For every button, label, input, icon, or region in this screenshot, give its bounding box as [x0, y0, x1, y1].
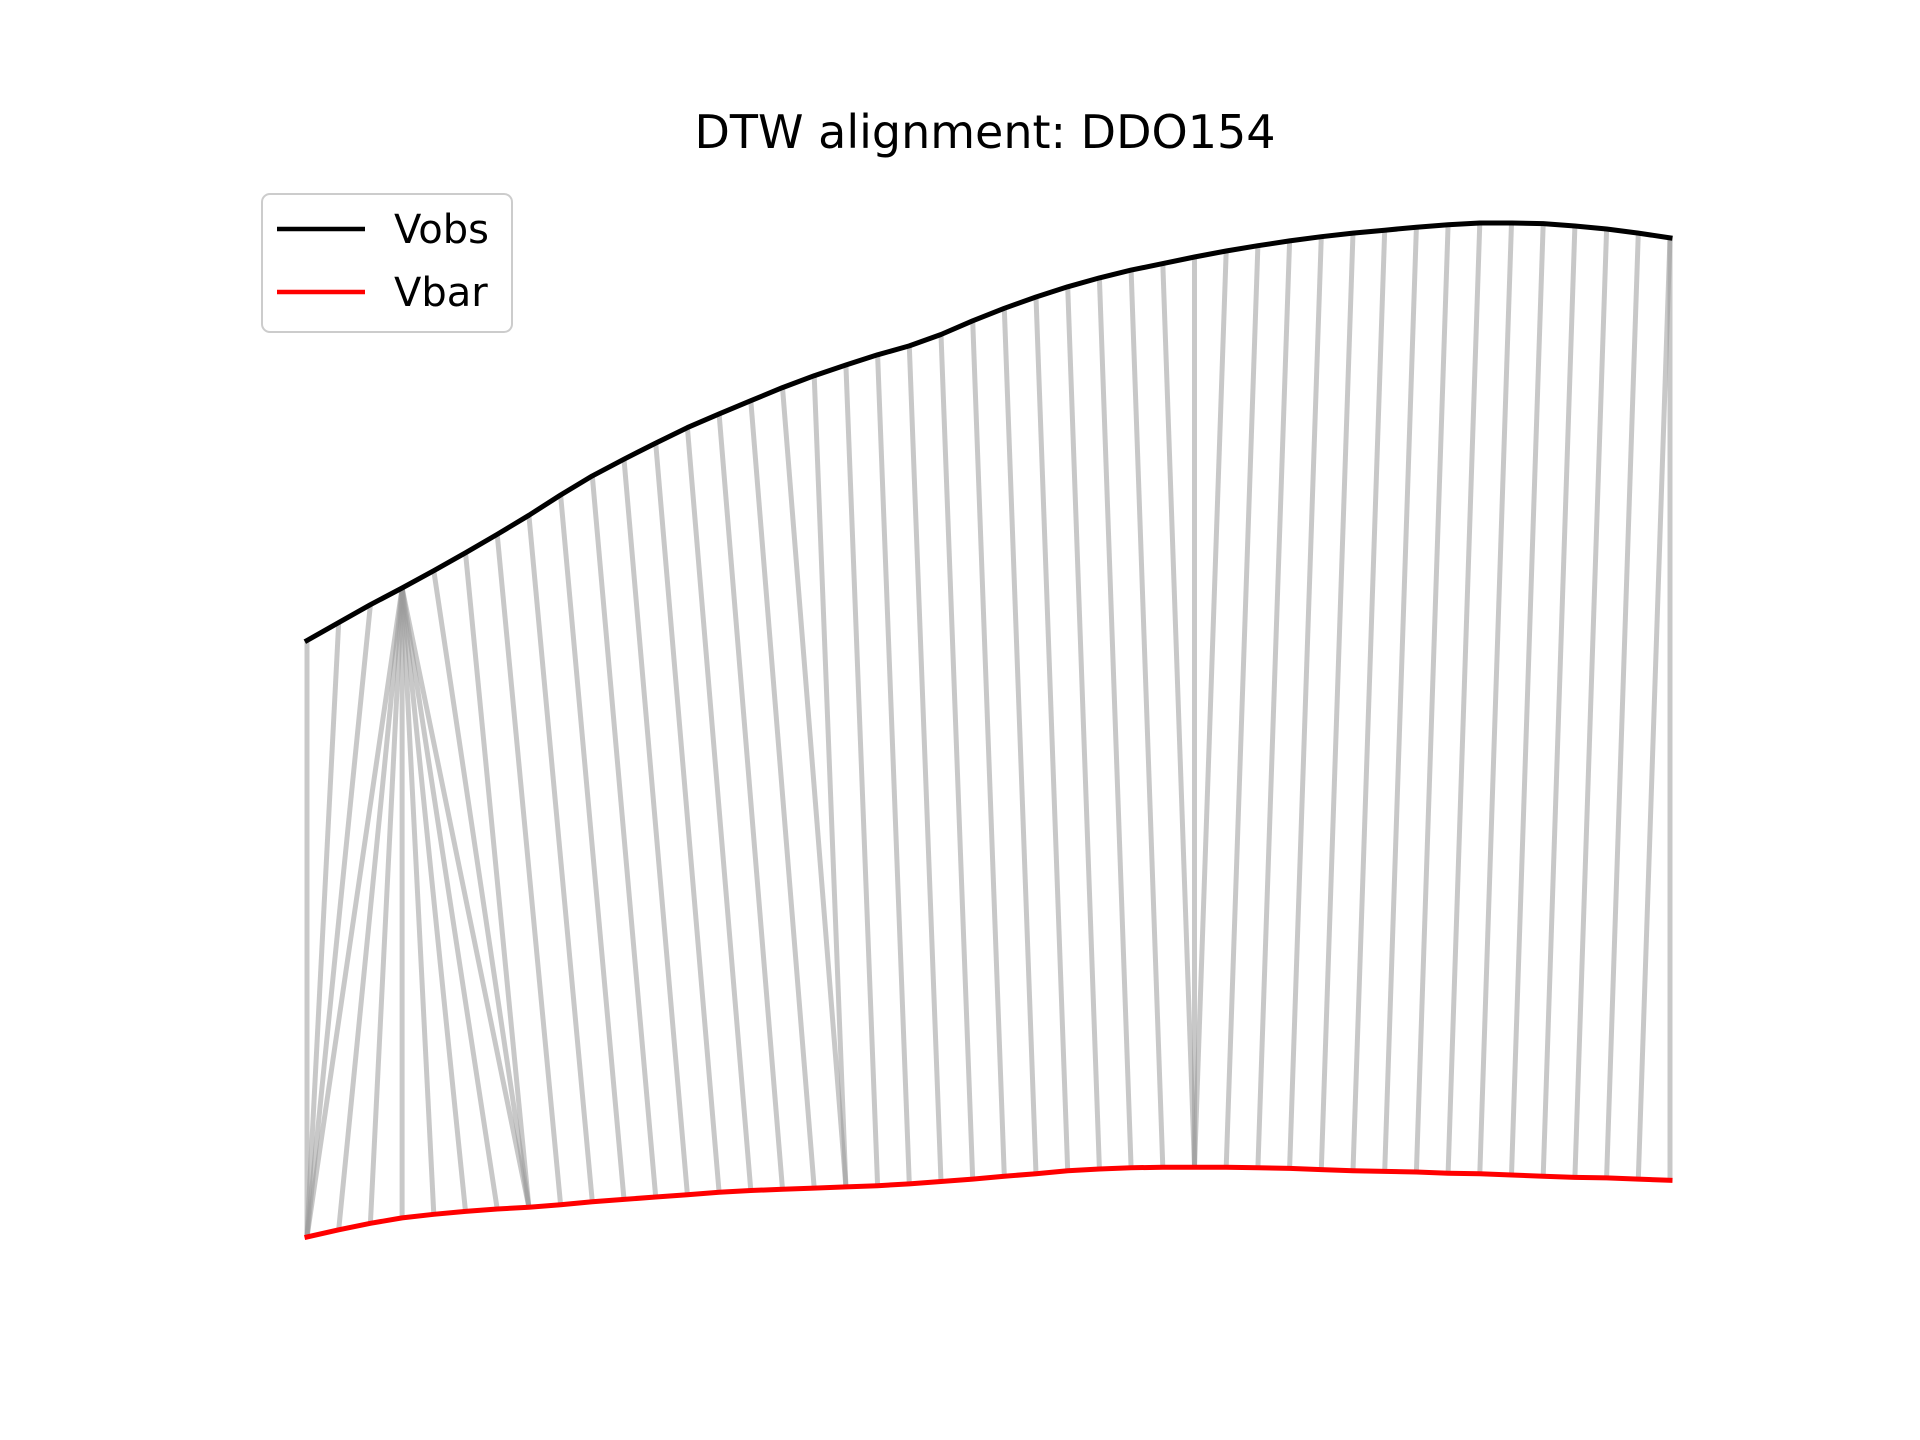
alignment-link-21	[748, 400, 817, 1189]
alignment-link-32	[1096, 277, 1134, 1168]
series-lines	[303, 220, 1673, 1240]
alignment-link-37	[1223, 245, 1261, 1168]
alignment-link-40	[1318, 233, 1356, 1170]
alignment-link-27	[938, 334, 976, 1180]
alignment-link-13	[494, 534, 564, 1206]
legend-label-vobs: Vobs	[394, 207, 489, 253]
alignment-link-22	[780, 387, 849, 1188]
alignment-link-26	[906, 345, 944, 1182]
alignment-link-43	[1413, 224, 1451, 1173]
alignment-link-25	[875, 354, 912, 1184]
alignment-link-45	[1477, 222, 1514, 1174]
alignment-link-9	[399, 587, 500, 1210]
legend-label-vbar: Vbar	[394, 270, 488, 316]
alignment-link-14	[526, 515, 595, 1203]
alignment-links	[304, 222, 1673, 1238]
alignment-link-12	[463, 552, 532, 1208]
alignment-link-8	[399, 587, 468, 1212]
alignment-link-2	[304, 604, 373, 1238]
alignment-link-34	[1160, 263, 1197, 1168]
alignment-link-19	[684, 427, 754, 1191]
alignment-link-49	[1604, 233, 1641, 1178]
alignment-link-48	[1572, 228, 1610, 1178]
alignment-link-46	[1509, 223, 1546, 1176]
series-line-vbar	[304, 1164, 1673, 1240]
alignment-link-33	[1128, 270, 1166, 1168]
alignment-link-30	[1033, 296, 1071, 1171]
alignment-link-23	[811, 375, 849, 1187]
alignment-link-17	[621, 458, 690, 1195]
series-line-vobs	[303, 220, 1673, 644]
alignment-link-16	[589, 475, 659, 1198]
alignment-link-42	[1382, 227, 1419, 1172]
alignment-link-18	[653, 442, 722, 1193]
legend: Vobs Vbar	[261, 193, 513, 333]
alignment-link-4	[336, 587, 405, 1231]
alignment-link-3	[304, 587, 405, 1238]
alignment-link-7	[399, 587, 437, 1215]
alignment-link-28	[970, 320, 1007, 1177]
alignment-link-31	[1065, 286, 1102, 1170]
alignment-link-47	[1540, 225, 1578, 1177]
alignment-link-41	[1350, 230, 1388, 1171]
alignment-link-15	[558, 494, 627, 1200]
alignment-link-1	[304, 622, 342, 1238]
alignment-link-36	[1192, 250, 1229, 1168]
alignment-link-50	[1635, 237, 1673, 1180]
alignment-link-10	[399, 587, 532, 1208]
alignment-link-5	[367, 587, 405, 1224]
alignment-link-11	[431, 570, 532, 1208]
alignment-link-39	[1287, 236, 1324, 1169]
chart-title: DTW alignment: DDO154	[695, 105, 1276, 159]
alignment-link-20	[716, 413, 785, 1190]
alignment-link-44	[1445, 222, 1483, 1174]
alignment-link-38	[1255, 240, 1293, 1168]
alignment-link-24	[843, 364, 881, 1186]
alignment-link-29	[1001, 308, 1039, 1174]
